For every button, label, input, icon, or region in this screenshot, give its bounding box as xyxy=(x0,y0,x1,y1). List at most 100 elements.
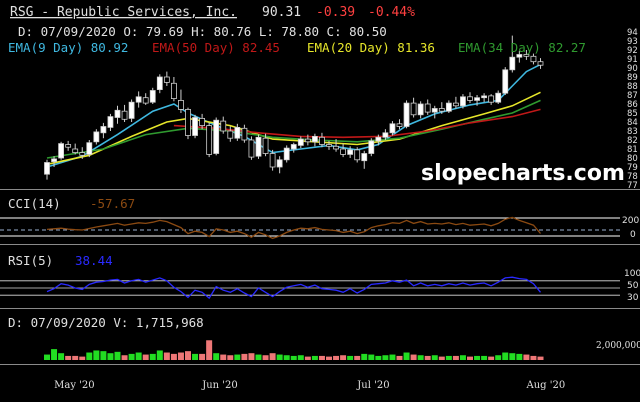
volume-bar xyxy=(199,353,206,360)
cci-tick-200: 200 xyxy=(622,216,639,226)
candle-body xyxy=(319,136,325,145)
volume-bar xyxy=(163,352,170,360)
price-tick-label: 85 xyxy=(627,109,638,119)
candle-body xyxy=(509,56,516,71)
price-tick-label: 78 xyxy=(627,172,638,182)
volume-bar xyxy=(149,353,156,360)
ema-legend-item: EMA(20 Day) 81.36 xyxy=(307,40,435,55)
candle-body xyxy=(227,130,234,139)
candle-body xyxy=(58,143,64,159)
volume-bar xyxy=(107,353,114,360)
candle-body xyxy=(354,149,361,161)
watermark: slopecharts.com xyxy=(421,161,625,186)
candle-body xyxy=(72,148,79,153)
candle-body xyxy=(234,127,241,139)
candle-body xyxy=(297,138,304,146)
cci-plot xyxy=(0,216,620,240)
volume-bar xyxy=(326,356,332,360)
candle-body xyxy=(199,118,206,127)
candle-body xyxy=(255,136,262,157)
candle-body xyxy=(361,153,368,162)
volume-bar xyxy=(318,355,325,360)
candle-body xyxy=(100,126,107,134)
candle-body xyxy=(311,135,318,143)
volume-bar xyxy=(340,355,347,360)
volume-bar xyxy=(361,353,368,360)
volume-bar xyxy=(269,353,276,360)
price-tick-label: 90 xyxy=(627,64,638,74)
candle-body xyxy=(445,102,452,112)
candle-body xyxy=(65,144,72,148)
candle-body xyxy=(178,100,184,110)
price-tick-label: 79 xyxy=(627,163,638,173)
volume-bar xyxy=(530,355,537,360)
ema-legend-item: EMA(34 Day) 82.27 xyxy=(458,40,586,55)
candle-body xyxy=(460,96,466,107)
header-last: 90.31 xyxy=(262,5,301,20)
volume-tick: 2,000,000 xyxy=(596,341,640,351)
candle-body xyxy=(79,152,86,156)
candle-body xyxy=(135,96,142,103)
volume-bar xyxy=(121,355,128,360)
volume-bar xyxy=(58,353,65,360)
candle-body xyxy=(403,102,410,127)
candle-body xyxy=(516,54,523,58)
candle-body xyxy=(347,149,354,155)
x-tick-label: Jun '20 xyxy=(201,380,238,391)
candle-body xyxy=(410,102,417,116)
candle-body xyxy=(304,138,311,143)
candle-body xyxy=(523,54,530,57)
cci-value: -57.67 xyxy=(90,196,135,211)
volume-bar xyxy=(424,355,431,360)
rsi-line xyxy=(46,276,542,300)
volume-bar xyxy=(72,355,79,360)
price-tick-label: 89 xyxy=(627,73,638,83)
price-tick-label: 92 xyxy=(627,46,638,56)
candle-body xyxy=(396,123,403,127)
volume-bar xyxy=(156,350,163,360)
candle-body xyxy=(438,108,445,112)
cci-tick-0: 0 xyxy=(630,230,636,240)
x-tick-label: Jul '20 xyxy=(356,380,389,391)
volume-bar xyxy=(523,354,530,360)
volume-bar xyxy=(93,350,100,360)
volume-bar xyxy=(241,353,248,360)
candle-body xyxy=(452,102,459,107)
price-tick-label: 81 xyxy=(627,145,638,155)
candle-body xyxy=(220,120,227,132)
volume-bar xyxy=(255,354,262,360)
volume-bar xyxy=(79,356,86,360)
volume-bar xyxy=(142,354,149,360)
volume-bar xyxy=(135,352,142,360)
volume-bar xyxy=(467,356,473,360)
volume-bar xyxy=(128,353,135,360)
ema-legend-item: EMA(9 Day) 80.92 xyxy=(8,40,128,55)
volume-bar xyxy=(445,355,452,360)
volume-bar xyxy=(297,355,304,360)
rsi-value: 38.44 xyxy=(75,253,113,268)
candle-body xyxy=(340,148,347,155)
rsi-plot xyxy=(0,276,620,300)
candle-body xyxy=(206,125,213,155)
volume-bar xyxy=(347,355,354,360)
price-tick-label: 77 xyxy=(627,181,638,191)
volume-bar xyxy=(417,355,424,360)
candle-body xyxy=(283,147,290,161)
price-tick-label: 91 xyxy=(627,55,638,65)
volume-bar xyxy=(311,355,318,360)
price-tick-label: 86 xyxy=(627,100,638,110)
candle-body xyxy=(488,95,495,103)
volume-bar xyxy=(234,354,241,360)
rsi-panel: RSI(5) 38.44 100 50 30 xyxy=(0,253,640,309)
candle-body xyxy=(248,139,255,158)
candle-body xyxy=(333,145,339,150)
candle-body xyxy=(51,158,57,162)
volume-bar xyxy=(51,349,58,360)
volume-bar xyxy=(86,352,93,360)
price-tick-label: 80 xyxy=(627,154,638,164)
volume-bar xyxy=(227,355,234,360)
candle-body xyxy=(276,159,283,168)
candle-body xyxy=(114,109,121,118)
candle-body xyxy=(163,76,170,83)
